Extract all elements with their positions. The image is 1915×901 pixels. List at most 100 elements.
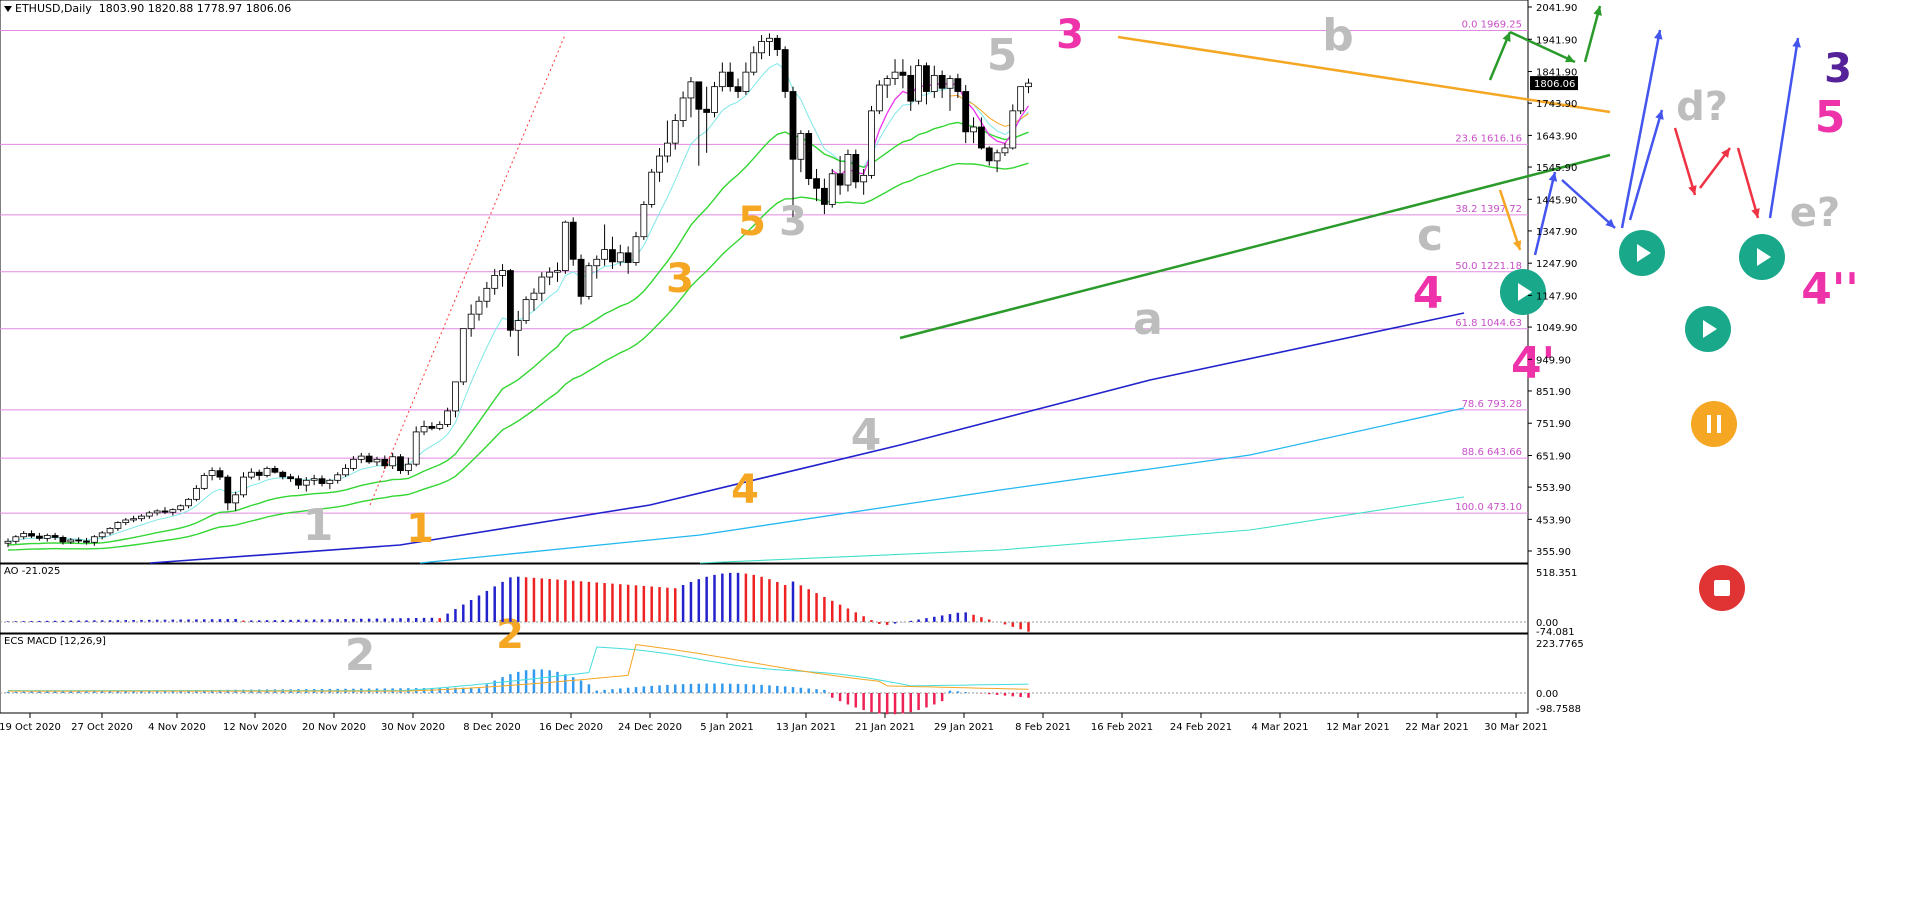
bear-candle: [938, 74, 946, 89]
arrow-head-icon: [1751, 208, 1760, 218]
wave-label: 2: [345, 630, 376, 681]
bull-candle: [1009, 110, 1017, 149]
bull-candle: [554, 270, 561, 273]
bear-candle: [381, 458, 389, 467]
bull-candle: [459, 328, 467, 383]
magenta-ema-line: [831, 82, 1030, 177]
bear-candle: [255, 471, 263, 476]
bull-candle: [797, 133, 805, 160]
x-tick-label: 12 Nov 2020: [223, 722, 287, 733]
bear-candle: [577, 258, 585, 297]
bull-candle: [436, 424, 444, 429]
bull-candle: [687, 81, 695, 99]
bull-candle: [522, 299, 530, 321]
bear-candle: [506, 270, 514, 331]
wave-label: 4: [851, 410, 882, 461]
candles: [4, 33, 1032, 548]
fib-label: 50.0 1221.18: [1455, 261, 1522, 272]
bear-candle: [813, 178, 820, 189]
ao-y-tick-label: 0.00: [1536, 618, 1558, 629]
bull-candle: [114, 522, 122, 529]
scenario-arrow: [1736, 147, 1760, 219]
bull-candle: [452, 381, 459, 412]
fib-levels: 0.0 1969.25 23.6 1616.16 38.2 1397.72 50.0 …: [0, 19, 1528, 514]
turquoise-sma-line: [699, 496, 1465, 564]
pause-bar: [1707, 415, 1711, 433]
wave-label: 3: [666, 256, 694, 302]
bear-candle: [695, 81, 703, 110]
fib-label: 61.8 1044.63: [1455, 318, 1522, 329]
x-tick-label: 30 Mar 2021: [1484, 722, 1547, 733]
arrow-head-icon: [1654, 30, 1663, 40]
fib-label: 100.0 473.10: [1455, 502, 1522, 513]
bull-candle: [12, 536, 20, 542]
bear-candle: [28, 533, 35, 537]
x-tick-label: 4 Mar 2021: [1251, 722, 1308, 733]
bull-candle: [177, 505, 185, 511]
bull-candle: [711, 86, 718, 113]
bull-candle: [844, 154, 852, 186]
bull-candle: [491, 275, 499, 289]
macd-pane-frame: [0, 633, 1529, 714]
bull-candle: [632, 236, 640, 263]
bull-candle: [326, 479, 334, 484]
bull-candle: [616, 252, 624, 263]
bull-candle: [122, 519, 130, 523]
bear-candle: [279, 471, 287, 478]
bull-candle: [1017, 86, 1025, 112]
fib-label: 23.6 1616.16: [1455, 133, 1522, 144]
ohlc-label: 1803.90 1820.88 1778.97 1806.06: [98, 2, 292, 15]
x-tick-label: 5 Jan 2021: [700, 722, 754, 733]
bull-candle: [546, 271, 554, 278]
x-tick-label: 13 Jan 2021: [776, 722, 836, 733]
bear-candle: [805, 133, 813, 180]
bear-candle: [428, 426, 436, 429]
bull-candle: [585, 265, 593, 297]
bear-candle: [703, 108, 711, 113]
blue-sma-200-line: [149, 312, 1465, 564]
bull-candle: [640, 204, 648, 238]
bull-candle: [883, 78, 891, 86]
bull-candle: [530, 292, 538, 301]
bull-candle: [138, 515, 145, 520]
bull-candle: [664, 142, 671, 157]
y-tick-label: 1743.90: [1536, 99, 1577, 110]
y-tick-label: 1445.90: [1536, 195, 1577, 206]
symbol-label: ETHUSD,Daily: [15, 2, 92, 15]
bear-candle: [397, 456, 404, 472]
x-tick-label: 12 Mar 2021: [1326, 722, 1389, 733]
ao-y-tick-label: 518.351: [1536, 568, 1577, 579]
bull-candle: [420, 426, 428, 433]
bull-candle: [593, 258, 601, 267]
macd-title: ECS MACD [12,26,9]: [4, 636, 106, 647]
bull-candle: [302, 479, 310, 486]
bear-candle: [216, 470, 224, 478]
bull-candle: [169, 509, 177, 513]
bear-candle: [985, 147, 993, 162]
bear-candle: [923, 65, 930, 92]
bull-candle: [200, 475, 208, 489]
green-ema-2-line: [7, 162, 1029, 551]
wave-label: d?: [1676, 84, 1728, 130]
bull-candle: [946, 78, 954, 89]
bull-candle: [750, 52, 758, 73]
macd-y-tick-label: 0.00: [1536, 689, 1558, 700]
bull-candle: [310, 478, 318, 481]
bull-candle: [993, 152, 1001, 162]
bull-candle: [758, 41, 765, 54]
bear-candle: [734, 86, 742, 92]
resistance-trendline: [1117, 35, 1611, 114]
x-tick-label: 4 Nov 2020: [148, 722, 206, 733]
bear-candle: [821, 187, 828, 205]
bear-candle: [836, 173, 844, 186]
pane-frames: [0, 0, 1529, 714]
y-tick-label: 355.90: [1536, 547, 1571, 558]
y-tick-label: 1247.90: [1536, 259, 1577, 270]
y-tick-label: 1643.90: [1536, 131, 1577, 142]
x-tick-label: 16 Feb 2021: [1091, 722, 1153, 733]
fib-label: 0.0 1969.25: [1462, 19, 1522, 30]
collapse-triangle-icon[interactable]: [4, 6, 12, 12]
wave-label: 5: [738, 199, 766, 245]
play-glyph: [1637, 244, 1651, 262]
